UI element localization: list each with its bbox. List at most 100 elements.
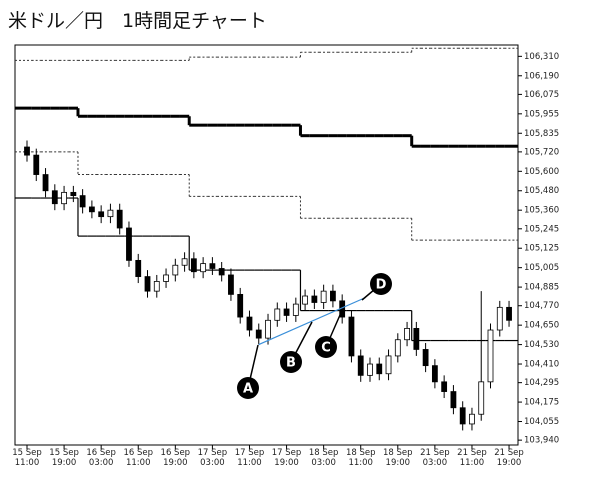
candle-body	[376, 363, 383, 375]
candle-body	[237, 293, 244, 318]
candle-body	[348, 316, 355, 357]
annotation-marker	[280, 351, 302, 373]
candle-body	[413, 328, 420, 350]
candle-body	[311, 295, 318, 303]
candle-body	[469, 413, 475, 425]
annotation-label: C	[321, 341, 331, 356]
y-tick-label: 104,055	[524, 417, 559, 427]
annotation-marker	[370, 273, 392, 295]
y-tick-label: 105,720	[524, 147, 559, 157]
annotation-label: B	[286, 356, 296, 371]
x-tick-label: 18 Sep 03:00	[308, 448, 339, 468]
candle-body	[163, 274, 169, 282]
candle-body	[144, 276, 151, 292]
candle-body	[441, 381, 448, 392]
x-tick-label: 21 Sep 11:00	[457, 448, 487, 468]
candle-body	[126, 227, 132, 261]
y-tick-label: 105,360	[524, 206, 559, 216]
candle-body	[431, 365, 438, 383]
candle-body	[153, 281, 160, 292]
candle-body	[70, 191, 77, 197]
candle-body	[283, 308, 290, 316]
y-tick-label: 106,190	[524, 71, 559, 81]
candle-body	[274, 308, 281, 321]
candle-body	[88, 206, 95, 213]
y-tick-label: 105,480	[524, 186, 559, 196]
chart-title: 米ドル／円 1時間足チャート	[8, 10, 267, 32]
y-tick-label: 104,885	[524, 283, 559, 293]
candle-body	[116, 209, 123, 229]
y-tick-label: 106,075	[524, 90, 559, 100]
x-tick-label: 16 Sep 19:00	[160, 448, 191, 468]
candle-body	[478, 381, 485, 415]
x-tick-label: 15 Sep 11:00	[12, 448, 42, 468]
candle-body	[367, 363, 373, 376]
candle-body	[181, 258, 188, 266]
x-tick-label: 17 Sep 19:00	[271, 448, 302, 468]
candle-body	[496, 306, 503, 331]
y-tick-label: 105,955	[524, 109, 559, 119]
candle-body	[404, 328, 410, 341]
candle-body	[292, 303, 299, 316]
x-tick-label: 15 Sep 19:00	[49, 448, 79, 468]
trend-line	[258, 297, 366, 346]
candle-body	[218, 268, 225, 276]
y-tick-label: 105,005	[524, 263, 559, 273]
x-tick-label: 17 Sep 11:00	[234, 448, 265, 468]
candle-body	[135, 259, 142, 277]
x-tick-label: 16 Sep 03:00	[86, 448, 116, 468]
y-tick-label: 105,600	[524, 167, 559, 177]
candle-body	[394, 339, 401, 357]
candle-body	[357, 355, 364, 376]
y-tick-label: 104,650	[524, 321, 559, 331]
x-tick-label: 21 Sep 19:00	[494, 448, 524, 468]
y-tick-label: 103,940	[524, 436, 559, 446]
y-tick-label: 105,125	[524, 244, 559, 254]
candle-body	[79, 195, 86, 208]
candle-body	[255, 329, 262, 339]
candle-body	[506, 306, 512, 321]
y-tick-label: 104,530	[524, 340, 559, 350]
candle-body	[487, 329, 494, 383]
y-tick-label: 105,835	[524, 129, 559, 139]
candle-body	[422, 349, 429, 367]
x-tick-label: 17 Sep 03:00	[197, 448, 228, 468]
y-tick-label: 104,175	[524, 398, 559, 408]
y-tick-label: 106,310	[524, 52, 559, 62]
annotation-label: D	[376, 278, 387, 293]
candle-body	[209, 263, 216, 269]
annotation-marker	[237, 377, 259, 399]
candle-body	[61, 191, 67, 205]
candle-body	[33, 154, 40, 175]
candle-body	[107, 209, 114, 218]
candle-body	[320, 290, 327, 303]
candle-body	[385, 355, 392, 375]
candle-body	[228, 274, 234, 295]
annotation-marker	[315, 336, 337, 358]
y-tick-label: 104,295	[524, 378, 559, 388]
candle-body	[51, 190, 58, 205]
y-tick-label: 105,245	[524, 224, 559, 234]
candle-body	[200, 263, 207, 273]
candle-body	[190, 258, 197, 273]
plot-frame	[14, 44, 519, 446]
candle-body	[246, 316, 253, 331]
annotation-label: A	[243, 382, 253, 397]
candle-body	[265, 319, 271, 339]
y-tick-label: 104,770	[524, 301, 559, 311]
y-tick-label: 104,410	[524, 360, 559, 370]
candle-body	[459, 407, 466, 425]
x-tick-label: 18 Sep 11:00	[345, 448, 376, 468]
candle-body	[330, 290, 336, 302]
candle-body	[24, 146, 30, 156]
x-tick-label: 16 Sep 11:00	[123, 448, 153, 468]
candle-body	[98, 211, 105, 218]
candle-body	[172, 264, 179, 276]
candle-body	[302, 295, 309, 305]
candle-body	[42, 174, 49, 192]
candle-body	[450, 391, 457, 409]
x-tick-label: 18 Sep 19:00	[383, 448, 413, 468]
x-tick-label: 21 Sep 03:00	[420, 448, 450, 468]
